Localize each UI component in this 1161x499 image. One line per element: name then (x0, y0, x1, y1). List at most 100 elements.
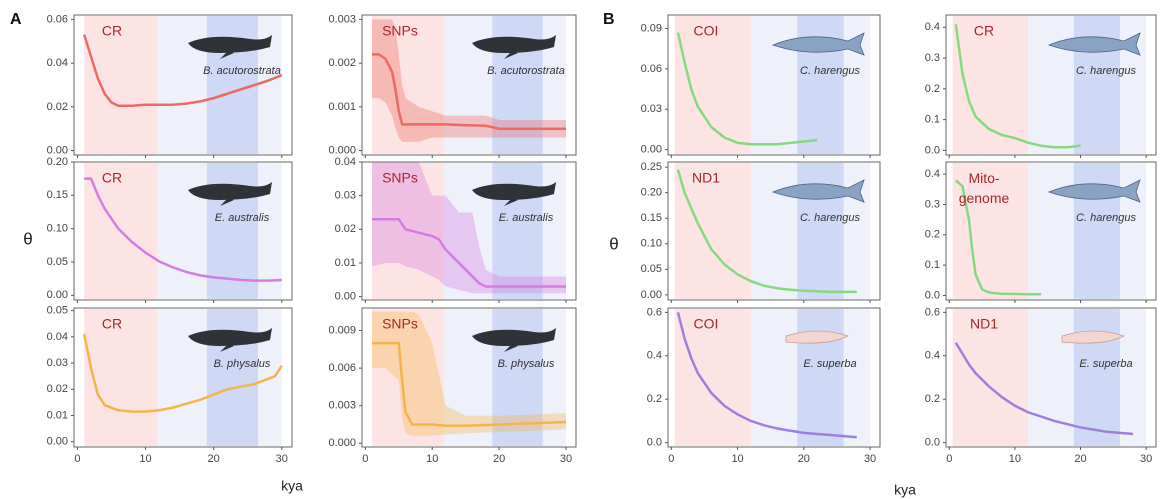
x-tick-label: 30 (276, 453, 288, 465)
confidence-band (372, 311, 566, 436)
animal-illustration (1047, 32, 1141, 56)
panel: CR B. acutorostrata 0.00 0.02 0.04 0.06 (47, 13, 293, 158)
y-tick-label: 0.002 (328, 57, 356, 69)
panel-frame (667, 307, 881, 448)
period-shade (372, 309, 444, 446)
y-tick-label: 0.01 (335, 257, 356, 269)
y-tick-label: 0.4 (647, 350, 662, 362)
y-tick-label: 0.003 (328, 13, 356, 25)
species-label: B. acutorostrata (487, 65, 565, 77)
panel: SNPs B. acutorostrata 0.000 0.001 0.002 0.003 (328, 13, 577, 158)
theta-line (82, 333, 283, 413)
panel-frame (361, 14, 577, 156)
y-tick-label: 0.2 (647, 393, 662, 405)
y-tick-label: 0.6 (647, 306, 662, 318)
y-tick-label: 0.15 (47, 189, 68, 201)
whale-fin (220, 51, 234, 59)
marker-label: COI (694, 23, 719, 39)
x-axis-label: kya (281, 478, 303, 494)
theta-line (372, 53, 566, 130)
y-tick-label: 0.25 (641, 161, 662, 173)
marker-label: SNPs (382, 170, 418, 186)
y-axis-label: θ (609, 234, 618, 253)
whale-body (188, 328, 272, 346)
period-shade (84, 16, 158, 154)
x-tick-label: 10 (1009, 453, 1021, 465)
theta-line (676, 169, 857, 294)
x-tick-label: 20 (1074, 453, 1086, 465)
y-tick-label: 0.05 (641, 263, 662, 275)
period-shade (84, 309, 158, 446)
y-tick-label: 0.04 (47, 57, 68, 69)
y-tick-label: 0.0 (647, 437, 662, 449)
period-shade (674, 309, 751, 446)
fish-body (771, 32, 865, 56)
period-shade (797, 309, 844, 446)
x-tick-label: 30 (864, 453, 876, 465)
whale-body (472, 182, 556, 200)
species-label: E. superba (803, 358, 856, 370)
panel: SNPs B. physalus 0.000 0.003 0.006 0.009 0 10 20… (328, 307, 577, 465)
panel: CR E. australis 0.00 0.05 0.10 0.15 0.20 (47, 156, 293, 303)
period-shade (952, 309, 1029, 446)
y-tick-label: 0.00 (47, 145, 68, 157)
animal-illustration (1061, 330, 1126, 344)
y-tick-label: 0.2 (925, 393, 940, 405)
y-tick-label: 0.05 (47, 256, 68, 268)
species-label: C. harengus (800, 65, 860, 77)
panel: CR B. physalus 0.00 0.01 0.02 0.03 0.04 0.05 0 10… (47, 305, 293, 465)
panel-frame (945, 307, 1157, 448)
panel-frame (945, 14, 1157, 156)
y-tick-label: 0.09 (641, 22, 662, 34)
y-tick-label: 0.10 (47, 223, 68, 235)
x-tick-label: 0 (668, 453, 674, 465)
species-label: E. superba (1079, 358, 1132, 370)
y-tick-label: 0.04 (47, 331, 68, 343)
marker-label: ND1 (970, 316, 998, 332)
panel-frame (361, 307, 577, 448)
panel-letter: B (603, 11, 615, 28)
species-label: B. acutorostrata (203, 65, 281, 77)
species-label: C. harengus (1076, 65, 1136, 77)
period-shade (674, 163, 751, 299)
x-tick-label: 0 (74, 453, 80, 465)
panel-frame (667, 14, 881, 156)
species-label: C. harengus (800, 212, 860, 224)
marker-label: CR (102, 316, 122, 332)
panel-letter: A (10, 11, 22, 28)
marker-label: COI (694, 316, 719, 332)
species-label: E. australis (215, 212, 270, 224)
y-tick-label: 0.00 (641, 144, 662, 156)
y-tick-label: 0.000 (328, 145, 356, 157)
panel-frame (73, 161, 293, 301)
period-shade (952, 163, 1029, 299)
y-tick-label: 0.003 (328, 400, 356, 412)
y-tick-label: 0.006 (328, 362, 356, 374)
x-tick-label: 0 (362, 453, 368, 465)
y-tick-label: 0.02 (335, 223, 356, 235)
y-tick-label: 0.4 (925, 168, 940, 180)
species-label: B. physalus (214, 358, 271, 370)
y-tick-label: 0.05 (47, 305, 68, 317)
theta-line (676, 32, 818, 146)
confidence-band (372, 162, 566, 294)
y-tick-label: 0.20 (47, 156, 68, 168)
panel: ND1 E. superba 0.0 0.2 0.4 0.6 0 10 20 30 (925, 306, 1157, 465)
y-tick-label: 0.4 (925, 21, 940, 33)
x-tick-label: 20 (208, 453, 220, 465)
y-tick-label: 0.000 (328, 437, 356, 449)
krill-body (1061, 330, 1126, 344)
y-tick-label: 0.2 (925, 83, 940, 95)
theta-line (676, 312, 857, 439)
panel-frame (945, 161, 1157, 301)
panel: COI C. harengus 0.00 0.03 0.06 0.09 (641, 14, 881, 158)
whale-fin (504, 344, 518, 352)
y-tick-label: 0.04 (335, 156, 356, 168)
animal-illustration (785, 330, 850, 344)
panel: Mito-genome C. harengus 0.0 0.1 0.2 0.3 0.4 (925, 161, 1157, 303)
theta-line (84, 177, 282, 282)
y-tick-label: 0.02 (47, 383, 68, 395)
period-shade (206, 309, 258, 446)
